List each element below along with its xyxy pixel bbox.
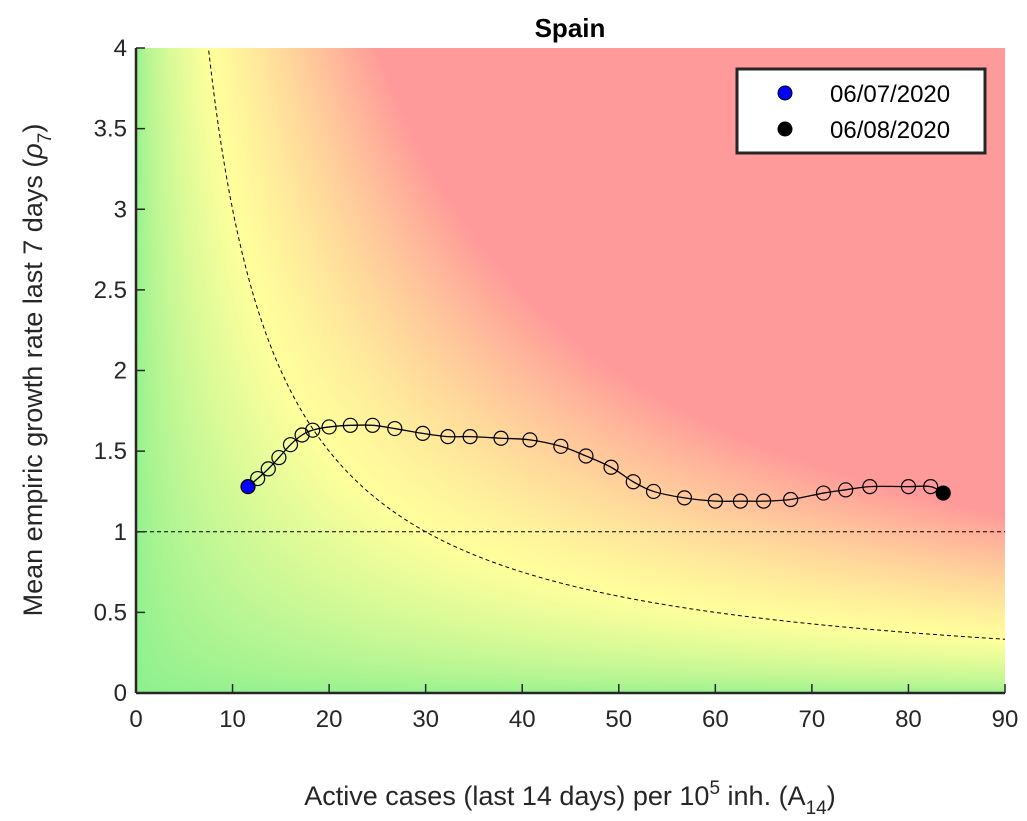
data-point (625, 474, 641, 490)
data-point (440, 429, 456, 445)
data-point (415, 425, 431, 441)
data-points (240, 417, 951, 509)
y-tick-label: 0.5 (94, 599, 127, 626)
data-point (900, 479, 917, 495)
data-point (732, 493, 749, 509)
data-point (838, 482, 854, 498)
data-point (923, 479, 939, 495)
plot-area: 0 10 20 30 40 50 60 70 80 90 0 0.5 1 1.5 2 2.5 3 3.5 4 (94, 35, 1019, 733)
y-tick-label: 2 (114, 358, 127, 385)
data-point (305, 422, 321, 438)
x-tick-label: 10 (219, 706, 246, 733)
legend-label-end: 06/08/2020 (830, 117, 950, 144)
data-point (815, 485, 832, 501)
reference-curve (207, 48, 1005, 640)
data-point (603, 459, 619, 475)
data-point (522, 432, 538, 448)
data-point (707, 493, 723, 509)
data-point (294, 427, 310, 443)
legend-marker-start (777, 85, 793, 101)
data-point (783, 491, 799, 508)
legend-marker-end (777, 121, 793, 137)
y-tick-label: 2.5 (94, 277, 127, 304)
x-tick-label: 80 (895, 706, 922, 733)
legend-label-start: 06/07/2020 (830, 81, 950, 108)
y-tick-label: 0 (114, 680, 127, 707)
y-tick-label: 1 (114, 519, 127, 546)
x-tick-label: 50 (605, 706, 632, 733)
x-tick-label: 30 (412, 706, 439, 733)
data-point (462, 429, 478, 445)
y-tick-label: 1.5 (94, 438, 127, 465)
y-tick-label: 3.5 (94, 116, 127, 143)
data-point (578, 448, 594, 464)
data-point (260, 461, 276, 477)
axes: 0 10 20 30 40 50 60 70 80 90 0 0.5 1 1.5 2 2.5 3 3.5 4 (94, 35, 1019, 733)
x-tick-label: 90 (992, 706, 1019, 733)
data-point (271, 449, 287, 466)
data-point (282, 437, 299, 453)
data-point (342, 417, 358, 433)
x-tick-label: 60 (702, 706, 729, 733)
start-point (240, 479, 256, 495)
x-tick-label: 20 (316, 706, 343, 733)
data-point (553, 438, 569, 454)
y-tick-label: 3 (114, 196, 127, 223)
end-point (935, 485, 951, 501)
data-point (364, 417, 381, 433)
data-point (387, 420, 403, 437)
data-point (676, 490, 693, 506)
x-tick-label: 40 (509, 706, 536, 733)
legend-box (735, 67, 987, 155)
x-tick-label: 0 (129, 706, 142, 733)
data-point (862, 479, 878, 495)
trajectory-line (247, 424, 944, 502)
data-point (250, 470, 266, 487)
x-tick-label: 70 (799, 706, 826, 733)
data-point (321, 419, 337, 435)
chart-title: Spain (535, 13, 606, 43)
data-point (756, 493, 772, 509)
x-axis-label: Active cases (last 14 days) per 105 inh.… (304, 778, 835, 819)
data-point (645, 483, 662, 500)
y-tick-label: 4 (114, 35, 127, 62)
legend: 06/07/2020 06/08/2020 (735, 67, 987, 155)
y-axis-label: Mean empiric growth rate last 7 days (ρ7… (18, 124, 56, 617)
data-point (493, 430, 509, 446)
